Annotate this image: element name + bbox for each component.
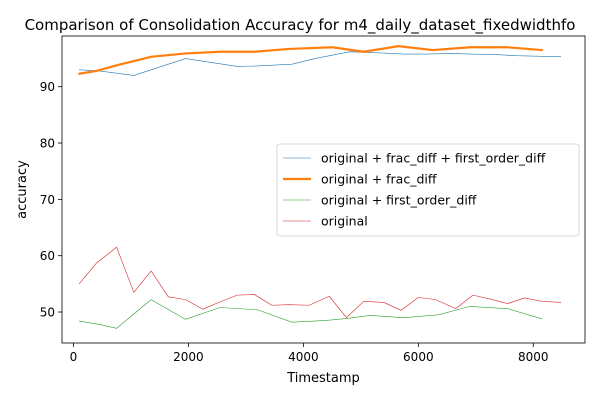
- legend-label-3: original: [321, 214, 368, 229]
- legend-label-2: original + first_order_diff: [321, 193, 477, 208]
- legend: original + frac_diff + first_order_diffo…: [276, 143, 580, 237]
- series-line-2: [78, 299, 543, 329]
- x-axis-label: Timestamp: [286, 371, 360, 386]
- y-tick-label: 70: [40, 193, 55, 207]
- x-tick-label: 8000: [518, 350, 549, 364]
- chart-title: Comparison of Consolidation Accuracy for…: [25, 16, 576, 35]
- y-tick-label: 90: [40, 80, 55, 94]
- x-tick-label: 2000: [173, 350, 204, 364]
- x-tick-label: 4000: [288, 350, 319, 364]
- y-tick-label: 80: [40, 137, 55, 151]
- series-layer: [78, 45, 562, 329]
- legend-label-0: original + frac_diff + first_order_diff: [321, 151, 546, 166]
- plot-frame: [61, 35, 586, 344]
- y-axis-label: accuracy: [15, 160, 30, 219]
- x-tick-label: 6000: [403, 350, 434, 364]
- series-line-0: [78, 51, 562, 76]
- y-tick-label: 50: [40, 306, 55, 320]
- series-line-1: [78, 45, 544, 75]
- legend-label-1: original + frac_diff: [321, 172, 437, 187]
- x-tick-label: 0: [70, 350, 78, 364]
- x-axis-ticks: 0 2000 4000 6000 8000: [70, 343, 549, 364]
- series-line-3: [78, 246, 562, 318]
- y-tick-label: 60: [40, 249, 55, 263]
- legend-box: [276, 143, 580, 237]
- y-axis-ticks: 50 60 70 80 90: [40, 80, 62, 320]
